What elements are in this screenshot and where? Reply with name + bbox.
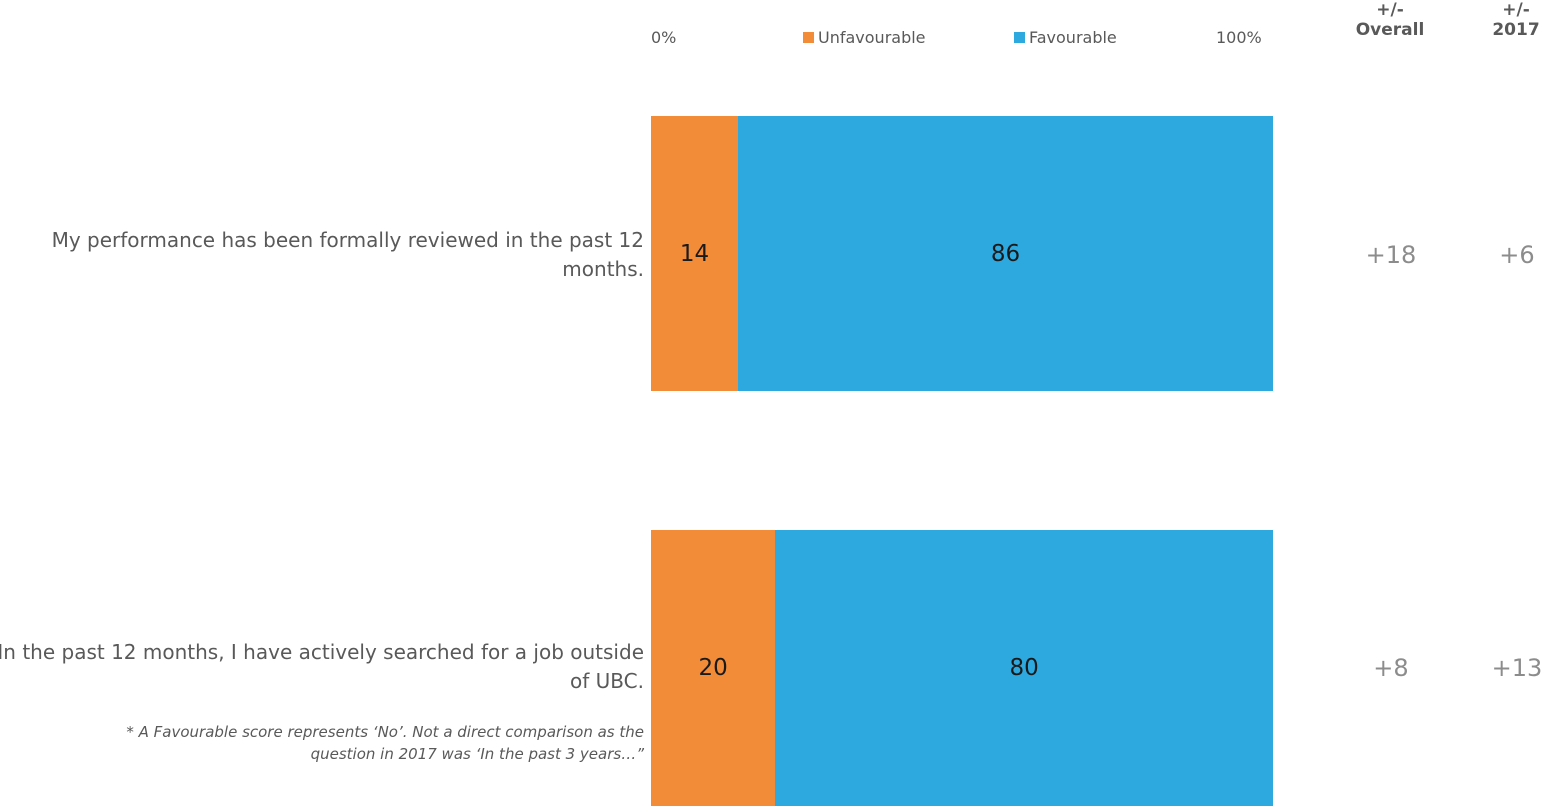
legend-unfavourable: Unfavourable [803,28,926,47]
bar-row-1: 14 86 [651,116,1273,391]
axis-start-label: 0% [651,28,677,47]
bar-value-unfavourable-2: 20 [698,655,728,681]
question-label-2: In the past 12 months, I have actively s… [0,640,644,693]
delta-2017-2: +13 [1491,654,1543,682]
overall-header-line2: Overall [1355,20,1425,40]
delta-overall-2: +8 [1373,654,1409,682]
bar-favourable-2: 80 [775,530,1273,806]
bar-unfavourable-2: 20 [651,530,776,806]
legend-favourable-label: Favourable [1029,28,1117,47]
legend-favourable: Favourable [1014,28,1117,47]
axis-end-label: 100% [1216,28,1262,47]
y2017-header-line2: 2017 [1492,20,1540,40]
bar-unfavourable-1: 14 [651,116,739,391]
overall-column-header: +/- Overall [1330,0,1450,40]
y2017-header-line1: +/- [1502,0,1530,20]
delta-2017-1: +6 [1499,241,1535,269]
y2017-column-header: +/- 2017 [1456,0,1556,40]
bar-row-2: 20 80 [651,530,1273,806]
bar-value-unfavourable-1: 14 [679,240,710,267]
unfavourable-swatch [803,32,814,43]
bar-value-favourable-2: 80 [1009,655,1039,681]
question-label-1: My performance has been formally reviewe… [51,228,644,281]
legend-unfavourable-label: Unfavourable [818,28,926,47]
delta-overall-1: +18 [1365,241,1417,269]
overall-header-line1: +/- [1376,0,1404,20]
favourable-swatch [1014,32,1025,43]
bar-favourable-1: 86 [738,116,1273,391]
bar-value-favourable-1: 86 [990,240,1021,267]
footnote: * A Favourable score represents ‘No’. No… [126,723,644,763]
